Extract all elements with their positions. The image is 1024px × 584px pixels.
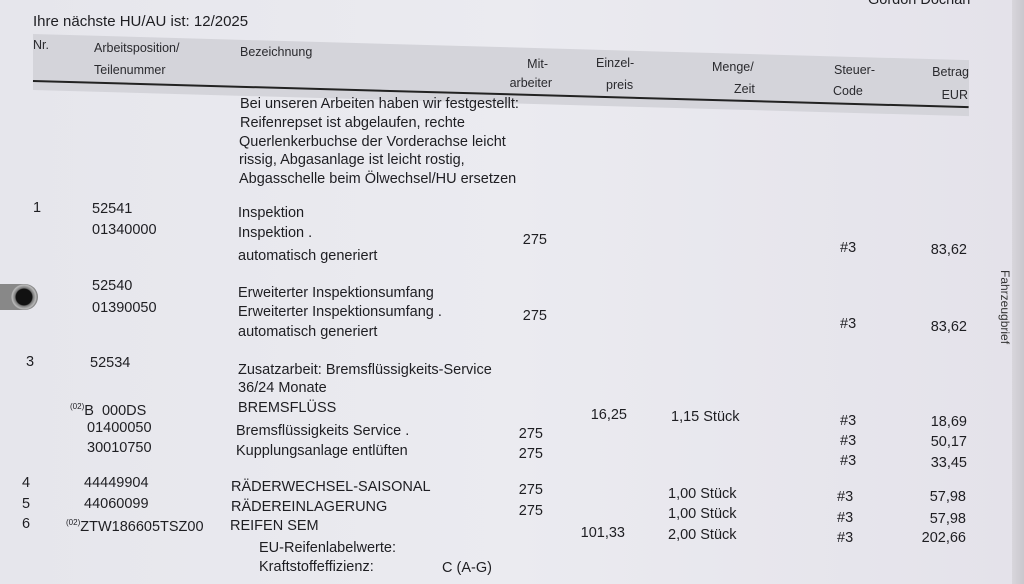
col-mit-2: arbeiter [509, 76, 552, 90]
pen-tip [0, 284, 38, 310]
row-qty: 1,00 Stück [668, 506, 737, 522]
col-bez: Bezeichnung [240, 45, 313, 59]
row-part: (02)B 000DS [70, 398, 146, 420]
part-superscript: (02) [70, 402, 85, 411]
row-desc: Erweiterter Inspektionsumfang [238, 285, 434, 301]
col-mz-2: Zeit [734, 82, 755, 96]
row-pos: 52541 [92, 201, 133, 217]
row-nr: 5 [22, 496, 31, 512]
row-nr: 1 [33, 200, 42, 216]
row-code: #3 [840, 433, 857, 449]
row-code: #3 [840, 413, 857, 429]
row-amount: 83,62 [930, 319, 967, 335]
col-nr: Nr. [33, 38, 49, 52]
row-desc: Zusatzarbeit: Bremsflüssigkeits-Service [238, 362, 492, 378]
row-amount: 83,62 [930, 242, 967, 258]
row-part: 01340000 [92, 222, 157, 238]
row-pos: 52534 [90, 355, 131, 371]
row-pos: 44060099 [84, 496, 149, 512]
col-mit: Mit- [527, 57, 548, 71]
row-nr: 6 [22, 516, 31, 532]
row-amount: 57,98 [929, 511, 966, 527]
col-ep: Einzel- [596, 56, 635, 70]
row-desc: Kupplungsanlage entlüften [236, 443, 408, 459]
row-mit: 275 [522, 232, 547, 248]
row-desc: BREMSFLÜSS [238, 400, 337, 416]
row-amount: 57,98 [929, 489, 966, 505]
row-mit: 275 [518, 482, 543, 498]
row-part: 01390050 [92, 300, 157, 316]
row-mit: 275 [522, 308, 547, 324]
customer-name: Gordon Dochan [868, 0, 971, 8]
row-desc: automatisch generiert [238, 324, 378, 340]
col-pos-2: Teilenummer [94, 63, 166, 77]
row-amount: 18,69 [930, 414, 967, 430]
row-desc: Inspektion . [238, 225, 313, 241]
page-edge [1012, 0, 1024, 584]
eu-label-heading: EU-Reifenlabelwerte: [259, 540, 397, 556]
row-desc: REIFEN SEM [230, 518, 319, 534]
row-mit: 275 [518, 503, 543, 519]
row-qty: 1,15 Stück [671, 409, 740, 425]
row-part: 01400050 [87, 420, 152, 436]
row-desc: Inspektion [238, 205, 305, 221]
row-qty: 2,00 Stück [668, 527, 737, 543]
row-desc: RÄDERWECHSEL-SAISONAL [231, 479, 431, 495]
row-desc: 36/24 Monate [238, 380, 327, 396]
col-mz: Menge/ [712, 60, 754, 74]
part-superscript: (02) [66, 518, 81, 527]
fuel-efficiency-value: C (A-G) [442, 560, 492, 576]
row-part: 30010750 [87, 440, 152, 456]
row-qty: 1,00 Stück [668, 486, 737, 502]
findings-line: rissig, Abgasanlage ist leicht rostig, [239, 152, 465, 168]
findings-line: Abgasschelle beim Ölwechsel/HU ersetzen [239, 171, 517, 187]
row-code: #3 [840, 240, 857, 256]
findings-line: Bei unseren Arbeiten haben wir festgeste… [240, 96, 519, 112]
row-nr: 3 [26, 354, 35, 370]
row-code: #3 [840, 316, 857, 332]
row-price: 101,33 [580, 525, 625, 541]
findings-line: Querlenkerbuchse der Vorderachse leicht [239, 134, 506, 150]
col-betrag: Betrag [932, 65, 969, 79]
row-amount: 33,45 [930, 455, 967, 471]
row-code: #3 [837, 489, 854, 505]
row-code: #3 [837, 510, 854, 526]
row-desc: Bremsflüssigkeits Service . [236, 423, 410, 439]
row-desc: RÄDEREINLAGERUNG [231, 499, 388, 515]
row-code: #3 [837, 530, 854, 546]
part-number: ZTW186605TSZ00 [80, 518, 204, 535]
row-code: #3 [840, 453, 857, 469]
row-desc: automatisch generiert [238, 248, 378, 264]
row-price: 16,25 [590, 407, 627, 423]
part-number: B 000DS [84, 402, 147, 419]
row-pos: (02)ZTW186605TSZ00 [66, 514, 204, 536]
row-mit: 275 [518, 426, 543, 442]
col-sc-2: Code [833, 84, 863, 98]
col-sc: Steuer- [834, 63, 875, 77]
row-nr: 4 [22, 475, 31, 491]
col-pos: Arbeitsposition/ [94, 41, 180, 55]
col-ep-2: preis [606, 78, 634, 92]
hu-notice: Ihre nächste HU/AU ist: 12/2025 [33, 13, 249, 30]
row-amount: 202,66 [921, 530, 966, 546]
row-amount: 50,17 [930, 434, 967, 450]
row-desc: Erweiterter Inspektionsumfang . [238, 304, 442, 320]
row-pos: 44449904 [84, 475, 149, 491]
findings-line: Reifenrepset ist abgelaufen, rechte [240, 115, 465, 131]
fuel-efficiency-label: Kraftstoffeffizienz: [259, 559, 374, 575]
row-mit: 275 [518, 446, 543, 462]
row-pos: 52540 [92, 278, 133, 294]
col-betrag-2: EUR [941, 88, 968, 102]
side-text: Fahrzeugbrief [998, 270, 1012, 345]
